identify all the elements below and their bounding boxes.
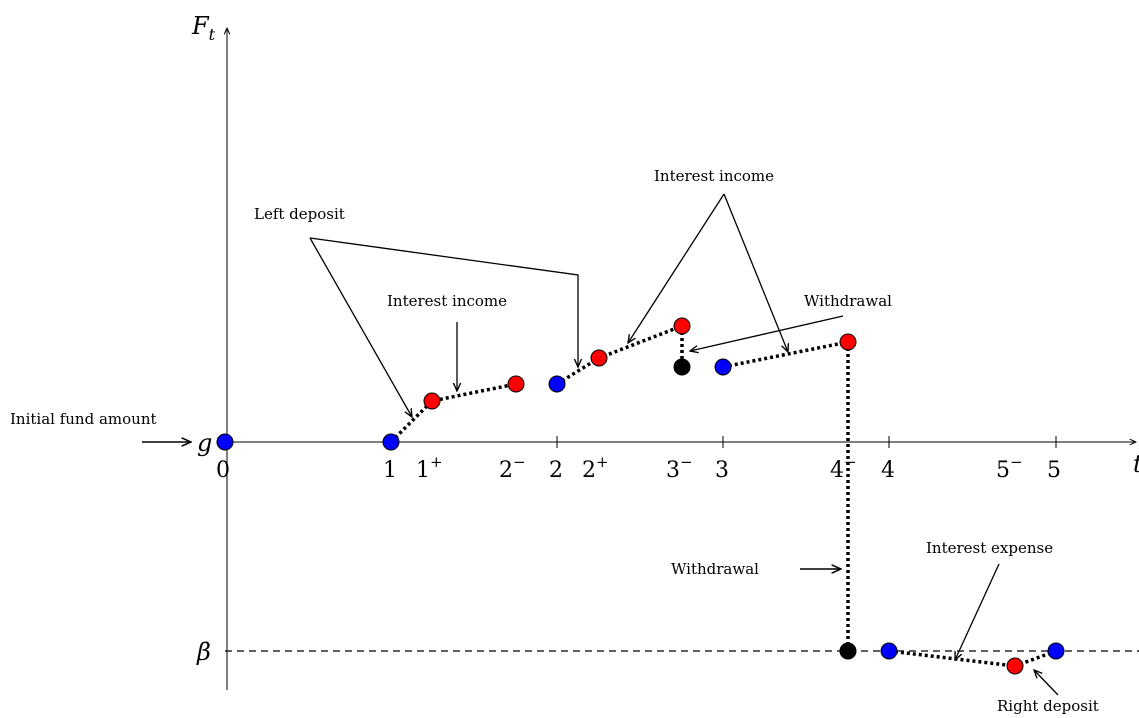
interest-expense-arrow	[955, 563, 1000, 660]
path-segment-2	[556, 324, 683, 386]
withdrawal-arrow-1	[690, 315, 844, 351]
path-segment-1	[389, 382, 517, 444]
blue-point	[880, 642, 898, 660]
interest-income-label-1: Interest income	[387, 292, 507, 310]
beta-level-label: β	[196, 638, 211, 666]
y-axis-label: Ft	[191, 12, 216, 44]
red-point	[839, 333, 857, 351]
tick-label: 1	[383, 458, 397, 483]
points	[216, 317, 1065, 675]
tick-labels: 0 1 1+ 2− 2 2+ 3− 3 4− 4 5− 5	[216, 453, 1061, 483]
tick-label: 2−	[499, 453, 526, 483]
interest-income-arrow-2b	[723, 193, 788, 352]
tick-label: 5−	[996, 453, 1023, 483]
tick-label: 4	[881, 458, 895, 483]
withdrawal-label-1: Withdrawal	[804, 292, 892, 310]
black-point	[673, 358, 691, 376]
withdrawal-label-2: Withdrawal	[671, 560, 759, 578]
tick-label: 4−	[830, 453, 857, 483]
interest-expense-label: Interest expense	[926, 539, 1053, 557]
tick-label: 1+	[416, 453, 443, 483]
blue-point	[1047, 642, 1065, 660]
initial-fund-label: Initial fund amount	[10, 410, 157, 428]
tick-label: 3	[715, 458, 729, 483]
tick-label: 2	[549, 458, 563, 483]
g-level-label: g	[197, 429, 212, 457]
red-point	[1006, 657, 1024, 675]
interest-income-arrow-2a	[628, 193, 725, 343]
tick-label: 2+	[582, 453, 609, 483]
left-deposit-label: Left deposit	[254, 205, 345, 223]
blue-point	[216, 433, 234, 451]
path-segment-5	[888, 649, 1057, 668]
tick-label: 3−	[666, 453, 693, 483]
blue-point	[548, 375, 566, 393]
x-axis-label: t	[1133, 450, 1139, 478]
interest-income-label-2: Interest income	[654, 167, 774, 185]
red-point	[507, 375, 525, 393]
tick-label: 5	[1047, 458, 1061, 483]
red-point	[423, 392, 441, 410]
blue-point	[382, 433, 400, 451]
left-deposit-arrow-1	[309, 237, 412, 417]
right-deposit-arrow	[1034, 670, 1059, 696]
blue-point	[714, 358, 732, 376]
red-point	[673, 317, 691, 335]
fund-path	[389, 324, 1057, 668]
left-deposit-arrow-2	[309, 237, 578, 367]
black-point	[839, 642, 857, 660]
red-point	[590, 349, 608, 367]
right-deposit-label: Right deposit	[997, 697, 1099, 715]
tick-label: 0	[216, 458, 230, 483]
